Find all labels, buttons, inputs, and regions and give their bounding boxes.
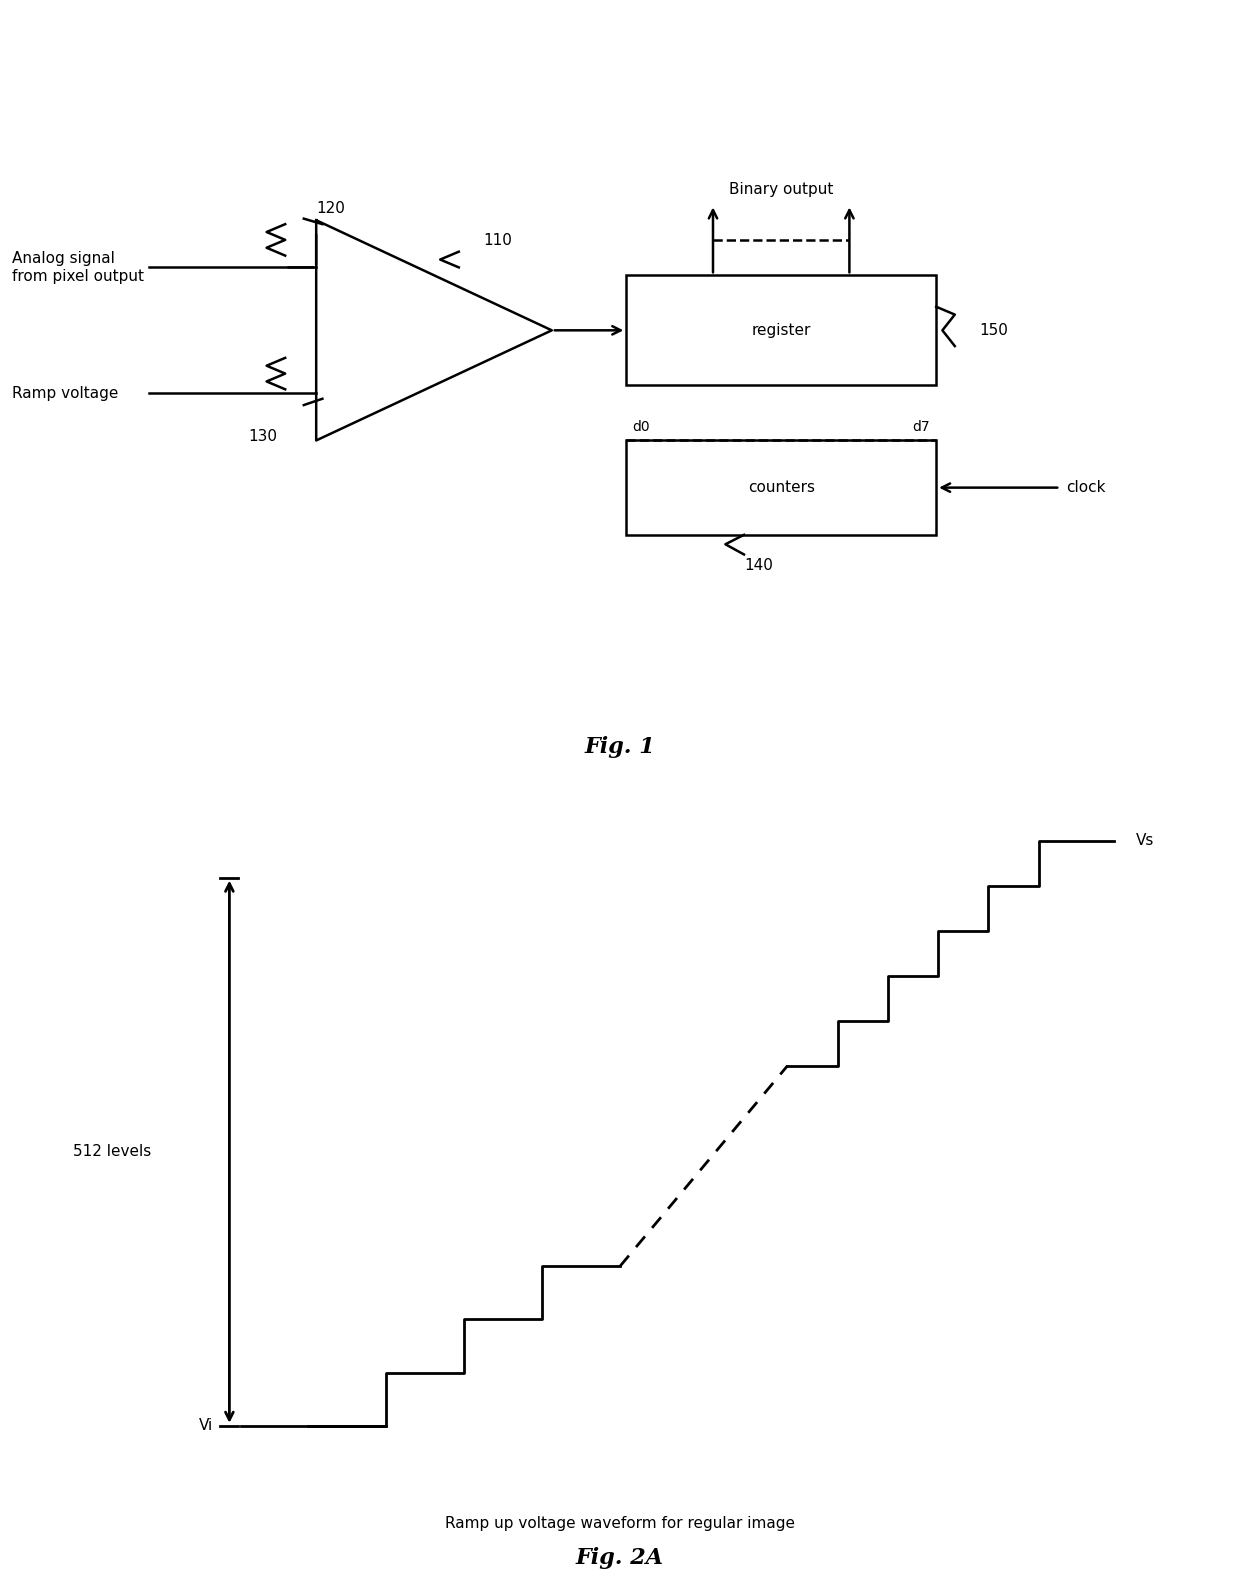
Text: 120: 120 — [316, 201, 345, 216]
Text: Ramp voltage: Ramp voltage — [12, 385, 119, 401]
Text: Vi: Vi — [198, 1419, 213, 1433]
Text: Analog signal
from pixel output: Analog signal from pixel output — [12, 252, 144, 283]
Text: 110: 110 — [484, 233, 512, 247]
Text: counters: counters — [748, 480, 815, 495]
Bar — [626, 440, 936, 535]
Text: Vs: Vs — [1136, 834, 1154, 848]
Text: d0: d0 — [632, 420, 650, 434]
Text: Ramp up voltage waveform for regular image: Ramp up voltage waveform for regular ima… — [445, 1516, 795, 1532]
Text: register: register — [751, 322, 811, 338]
Text: Fig. 2A: Fig. 2A — [577, 1546, 663, 1568]
Text: d7: d7 — [913, 420, 930, 434]
Text: 150: 150 — [980, 322, 1008, 338]
Text: 130: 130 — [248, 428, 277, 444]
Text: 140: 140 — [744, 558, 773, 574]
Text: Binary output: Binary output — [729, 181, 833, 197]
Text: clock: clock — [1066, 480, 1106, 495]
Text: 512 levels: 512 levels — [73, 1144, 151, 1159]
Text: Fig. 1: Fig. 1 — [584, 736, 656, 758]
Bar — [626, 275, 936, 385]
